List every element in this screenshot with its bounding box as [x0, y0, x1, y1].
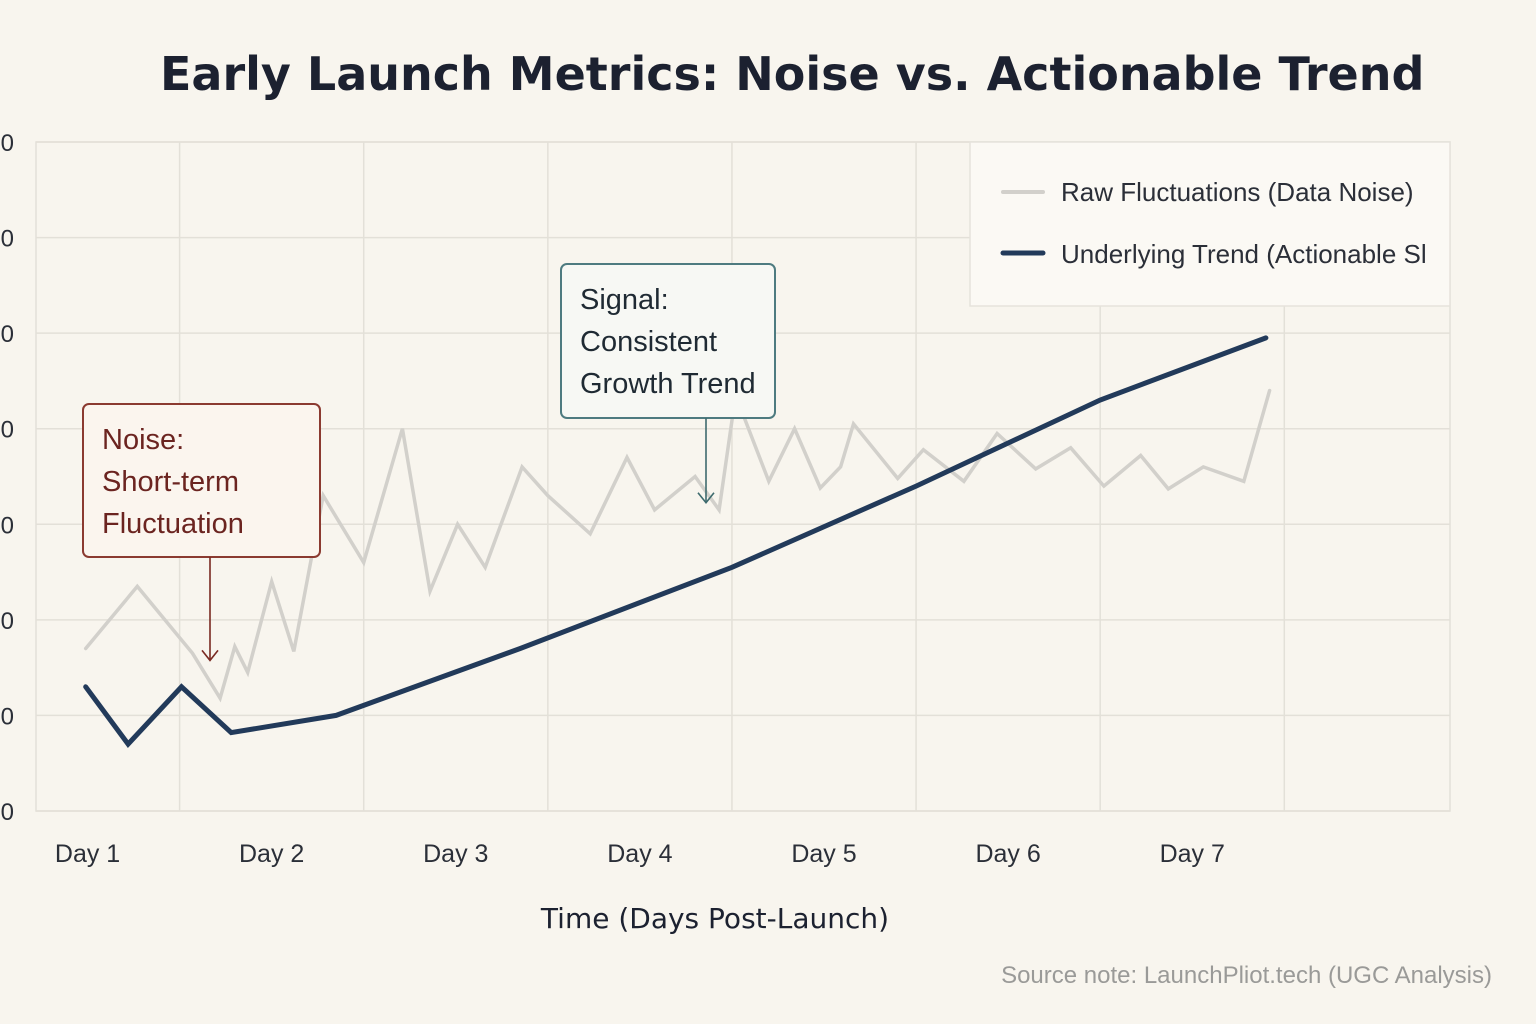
legend-box [969, 141, 1451, 307]
legend-label-raw: Raw Fluctuations (Data Noise) [1061, 177, 1414, 207]
y-tick-label: 0 [1, 130, 14, 157]
annotations: Noise: Short-term Fluctuation Signal: Consis… [82, 263, 776, 662]
series-line-trend [83, 335, 1269, 749]
annotation-line: Growth Trend [580, 368, 756, 400]
x-axis-label: Time (Days Post-Launch) [540, 902, 889, 935]
x-tick-label: Day 1 [55, 840, 120, 868]
x-tick-label: Day 3 [423, 840, 488, 868]
series-layer [83, 335, 1272, 749]
annotation-noise: Noise: Short-term Fluctuation [82, 403, 321, 662]
x-axis-ticks: Day 1 Day 2 Day 3 Day 4 Day 5 Day 6 Day 7 [55, 840, 1225, 868]
chart-title: Early Launch Metrics: Noise vs. Actionab… [160, 47, 1424, 101]
x-tick-label: Day 6 [975, 840, 1040, 868]
annotation-box [82, 403, 321, 558]
y-tick-label: 0 [1, 321, 14, 348]
annotation-signal: Signal: Consistent Growth Trend [560, 263, 776, 505]
y-tick-label: 0 [1, 703, 14, 730]
y-axis-ticks: 0 0 0 0 0 0 0 0 [1, 130, 14, 826]
annotation-box [560, 263, 776, 419]
legend: Raw Fluctuations (Data Noise) Underlying… [969, 141, 1451, 307]
annotation-line: Short-term [102, 466, 239, 498]
y-tick-label: 0 [1, 608, 14, 635]
y-tick-label: 0 [1, 512, 14, 539]
y-tick-label: 0 [1, 799, 14, 826]
arrowhead-icon [201, 649, 219, 662]
y-tick-label: 0 [1, 417, 14, 444]
y-tick-label: 0 [1, 226, 14, 253]
series-line-raw [83, 388, 1272, 703]
arrowhead-icon [697, 492, 715, 505]
legend-label-trend: Underlying Trend (Actionable Sl [1061, 239, 1427, 269]
source-note: Source note: LaunchPliot.tech (UGC Analy… [1001, 962, 1492, 989]
annotation-line: Fluctuation [102, 508, 244, 540]
x-tick-label: Day 2 [239, 840, 304, 868]
annotation-line: Signal: [580, 284, 669, 316]
x-tick-label: Day 5 [791, 840, 856, 868]
x-tick-label: Day 7 [1160, 840, 1225, 868]
annotation-line: Noise: [102, 424, 184, 456]
annotation-line: Consistent [580, 326, 717, 358]
x-tick-label: Day 4 [607, 840, 672, 868]
